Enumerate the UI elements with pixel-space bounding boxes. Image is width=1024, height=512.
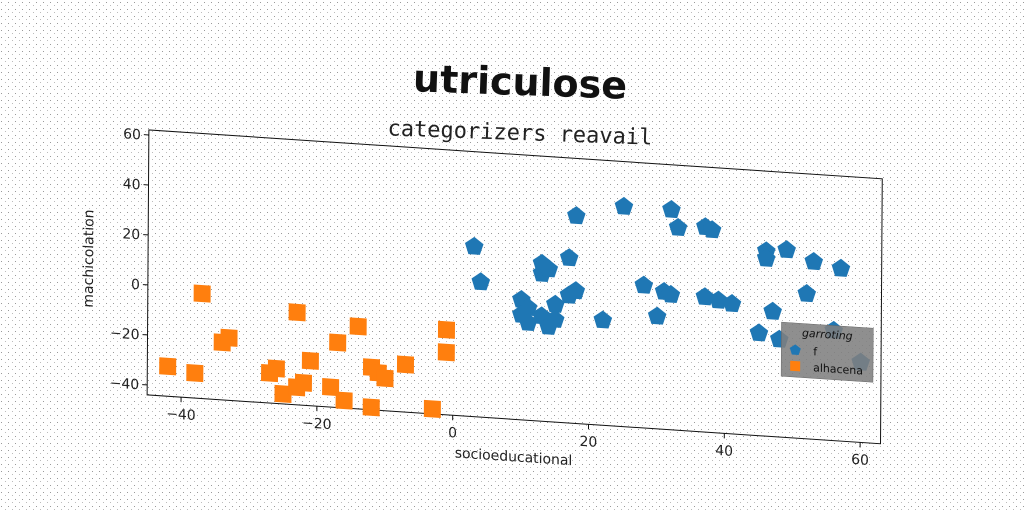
point-alhacena [301,351,319,370]
point-alhacena [335,391,353,410]
point-f [668,217,688,237]
y-tick-label: 0 [131,277,140,294]
legend-label-alhacena: alhacena [813,361,863,377]
point-f [518,312,538,332]
legend: garroting f alhacena [780,321,874,383]
point-f [661,284,681,304]
point-alhacena [193,284,211,303]
point-f [702,220,722,239]
y-tick-label: −40 [110,375,140,393]
x-tick-label: 60 [851,452,869,469]
point-alhacena [274,384,292,404]
y-tick-label: 40 [123,176,141,193]
point-f [539,316,558,335]
chart-title: utriculose [412,56,627,107]
point-f [464,236,484,255]
point-f [593,310,613,329]
point-f [763,301,782,320]
point-f [804,251,824,271]
y-axis: −40 −20 0 20 40 60 [110,126,149,393]
y-axis-label: machicolation [81,209,98,308]
point-alhacena [437,343,455,362]
x-axis-label: socioeducational [455,445,573,469]
point-f [567,206,586,225]
legend-box [780,321,874,383]
point-f [539,259,559,278]
point-alhacena [288,303,306,322]
point-f [559,248,579,267]
x-tick-label: 0 [448,425,457,442]
point-alhacena [349,317,367,336]
point-alhacena [423,399,441,418]
data-points [159,196,870,418]
point-f [749,323,769,342]
legend-marker-f [789,344,801,355]
point-f [471,272,491,291]
point-alhacena [437,320,456,339]
x-axis: −40 −20 0 20 40 60 [166,397,869,469]
point-alhacena [396,355,415,374]
point-f [566,281,586,300]
x-tick-label: 20 [579,434,597,451]
point-alhacena [220,328,238,347]
point-f [546,294,565,313]
legend-items: f alhacena [789,344,863,378]
point-f [756,248,776,267]
legend-marker-alhacena [790,360,801,372]
point-f [634,275,654,294]
point-f [662,199,681,219]
point-f [647,306,667,325]
y-tick-label: 60 [123,126,141,143]
point-alhacena [362,398,380,417]
legend-label-f: f [813,345,818,358]
point-f [614,196,634,215]
point-alhacena [322,378,340,397]
point-f [797,284,817,303]
x-tick-label: −20 [302,415,332,433]
point-f [695,287,715,306]
point-f [722,294,742,313]
point-f [777,240,796,259]
plot-area: −40 −20 0 20 40 60 −40 −20 0 20 40 60 socioeducati… [81,126,883,469]
x-tick-label: −40 [166,406,196,424]
plot-frame [146,129,883,445]
point-f [831,258,851,277]
point-alhacena [186,364,204,383]
point-alhacena [376,369,394,388]
legend-title: garroting [802,327,853,343]
y-tick-label: −20 [110,325,140,343]
point-alhacena [294,373,312,392]
point-alhacena [329,333,347,352]
y-tick-label: 20 [122,226,140,243]
point-alhacena [159,357,177,376]
point-f [709,290,728,309]
x-tick-label: 40 [715,443,733,460]
point-alhacena [267,359,285,378]
